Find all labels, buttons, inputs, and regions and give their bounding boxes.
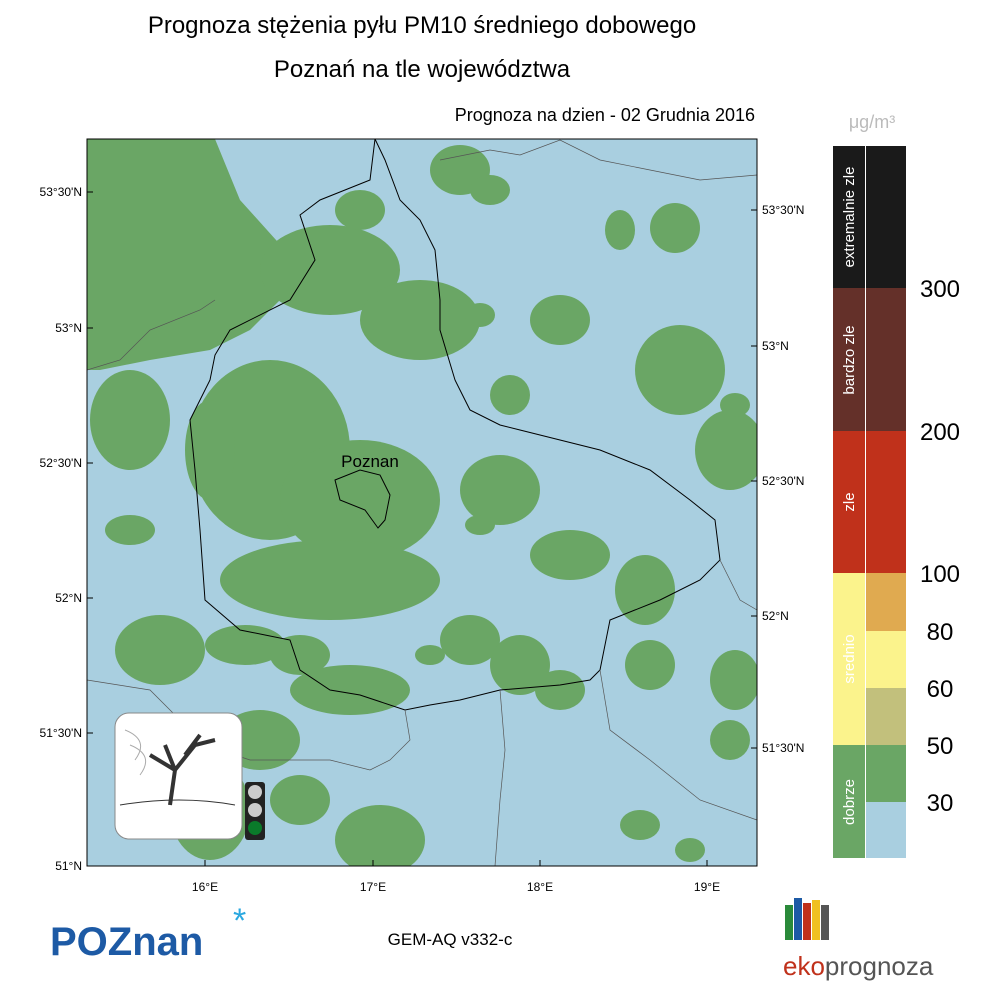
title: Prognoza stężenia pyłu PM10 średniego do… bbox=[148, 12, 696, 39]
lat-label: 52°30'N bbox=[40, 456, 82, 470]
lat-label: 52°N bbox=[762, 609, 789, 623]
lon-label: 18°E bbox=[527, 880, 553, 894]
logo-poznan: POZnan bbox=[50, 920, 203, 964]
model-label: GEM-AQ v332-c bbox=[388, 930, 513, 949]
lat-label: 53°30'N bbox=[40, 185, 82, 199]
category-label: bardzo zle bbox=[841, 325, 858, 394]
lon-label: 19°E bbox=[694, 880, 720, 894]
lat-label: 53°30'N bbox=[762, 203, 804, 217]
logo-eko: ekoprognoza bbox=[783, 951, 934, 981]
level-label: 300 bbox=[920, 276, 960, 303]
unit-label: μg/m³ bbox=[849, 112, 895, 132]
lat-label: 53°N bbox=[55, 321, 82, 335]
category-label: srednio bbox=[841, 634, 858, 683]
lat-label: 52°N bbox=[55, 591, 82, 605]
logo-star: * bbox=[233, 902, 246, 940]
lat-label: 51°N bbox=[55, 859, 82, 873]
category-label: dobrze bbox=[841, 779, 858, 825]
lon-label: 16°E bbox=[192, 880, 218, 894]
lat-label: 51°30'N bbox=[762, 741, 804, 755]
colorbar bbox=[833, 146, 906, 858]
logo-eko-a: eko bbox=[783, 951, 825, 981]
subtitle: Poznań na tle województwa bbox=[274, 56, 571, 83]
city-label: Poznan bbox=[341, 452, 399, 471]
lat-label: 52°30'N bbox=[762, 474, 804, 488]
forecast-date: Prognoza na dzien - 02 Grudnia 2016 bbox=[455, 105, 755, 125]
category-label: zle bbox=[841, 492, 858, 511]
lat-label: 53°N bbox=[762, 339, 789, 353]
level-label: 30 bbox=[927, 790, 954, 817]
level-label: 200 bbox=[920, 419, 960, 446]
lat-label: 51°30'N bbox=[40, 726, 82, 740]
lon-label: 17°E bbox=[360, 880, 386, 894]
logo-eko-b: prognoza bbox=[825, 951, 934, 981]
weather-icon bbox=[114, 712, 265, 840]
category-label: extremalnie zle bbox=[841, 167, 858, 268]
level-label: 100 bbox=[920, 561, 960, 588]
level-label: 50 bbox=[927, 733, 954, 760]
level-label: 80 bbox=[927, 619, 954, 646]
eko-logo-icon bbox=[785, 898, 829, 940]
level-label: 60 bbox=[927, 676, 954, 703]
